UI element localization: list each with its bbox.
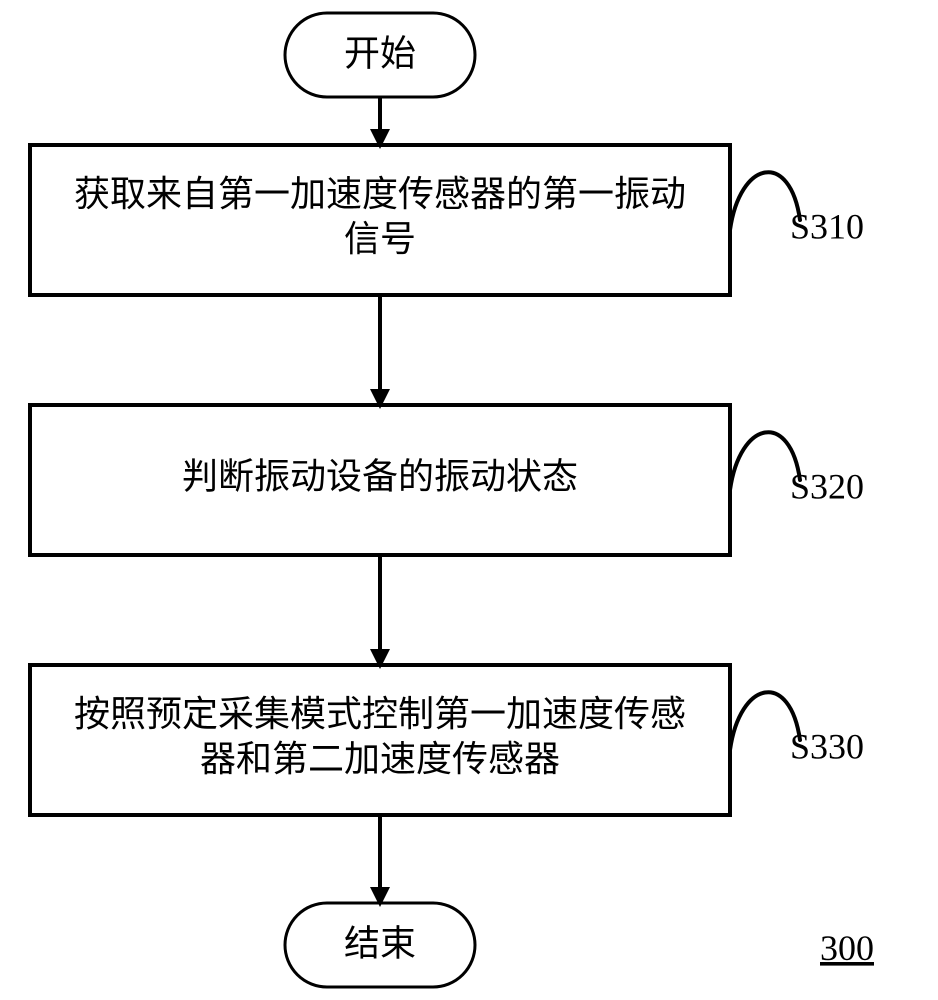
figure-number: 300 <box>820 928 874 968</box>
process-s330-line-1: 器和第二加速度传感器 <box>200 739 560 779</box>
step-label-s330: S330 <box>790 726 864 766</box>
process-s310-line-0: 获取来自第一加速度传感器的第一振动 <box>74 174 686 214</box>
end-terminal-label: 结束 <box>344 923 416 963</box>
process-s310-line-1: 信号 <box>344 219 416 259</box>
step-label-s310: S310 <box>790 206 864 246</box>
start-terminal-label: 开始 <box>344 33 416 73</box>
step-label-s320: S320 <box>790 466 864 506</box>
process-s320-line-0: 判断振动设备的振动状态 <box>182 456 578 496</box>
process-s330-line-0: 按照预定采集模式控制第一加速度传感 <box>74 694 686 734</box>
